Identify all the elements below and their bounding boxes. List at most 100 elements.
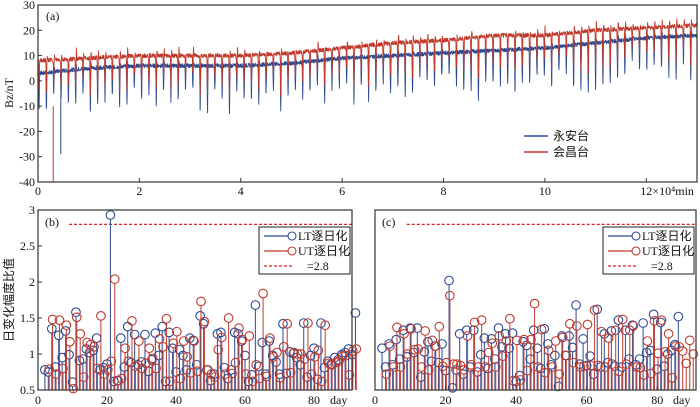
- panel-c-marker-ut: [607, 359, 617, 369]
- panel-b-marker-lt: [46, 323, 57, 334]
- panel-c-marker-ut: [603, 333, 614, 344]
- panel-c-marker-ut: [466, 359, 476, 370]
- panel-a-y-tick-label: -40: [19, 175, 35, 189]
- panel-b-marker-ut: [341, 350, 351, 361]
- panel-b-marker-ut: [223, 313, 234, 323]
- panel-c-marker-lt: [398, 325, 409, 336]
- panel-a-y-ticks: -40 -30 -20 -10 0 10 20 30: [19, 0, 42, 189]
- panel-c-marker-lt: [638, 318, 648, 328]
- panel-b-x-ticks: 0 20 40 60 80: [35, 386, 320, 407]
- panel-b-marker-lt: [105, 210, 116, 220]
- panel-c-marker-ut: [434, 321, 445, 332]
- panel-c-marker-lt: [405, 323, 416, 333]
- panel-c-marker-ut: [430, 341, 441, 351]
- panel-b-marker-lt: [150, 328, 161, 338]
- panel-b-legend-marker: [287, 246, 297, 256]
- panel-b-marker-ut: [299, 354, 310, 364]
- panel-c-x-axis-title: day: [673, 393, 690, 407]
- panel-c-marker-ut: [660, 346, 670, 357]
- panel-c-marker-ut: [639, 370, 649, 380]
- panel-b-marker-ut: [68, 383, 79, 394]
- panel-c-marker-ut: [409, 344, 420, 355]
- panel-b-legend-marker: [287, 231, 297, 241]
- panel-b-marker-ut: [51, 369, 61, 380]
- legend-label-yongan: 永安台: [553, 128, 589, 143]
- panel-c-legend-label: LT逐日化: [642, 229, 692, 243]
- panel-c-marker-ut: [596, 326, 607, 337]
- panel-b-marker-ut: [71, 312, 82, 323]
- panel-b-x-tick-label: 0: [35, 393, 41, 407]
- panel-b-marker-ut: [206, 369, 217, 380]
- panel-b-marker-ut: [244, 331, 255, 341]
- panel-c-marker-ut: [593, 360, 603, 371]
- panel-c-marker-ut: [564, 318, 575, 329]
- panel-c-marker-ut: [395, 362, 406, 372]
- panel-a: 0 2 4 6 8 10 12×10⁴min -40 -30 -20 -10 0 10 20 30 (a)…: [2, 0, 698, 198]
- panel-b-marker-ut: [230, 357, 241, 368]
- panel-c-marker-ut: [381, 369, 392, 380]
- panel-c-marker-ut: [437, 361, 448, 372]
- panel-c-x-tick-label: 20: [440, 393, 452, 407]
- panel-b-marker-ut: [44, 364, 55, 374]
- panel-b-marker-ut: [47, 314, 58, 325]
- panel-b-legend-label: =2.8: [307, 259, 329, 273]
- panel-a-x-tick-label: 6: [339, 184, 345, 198]
- panel-a-frame: [37, 4, 698, 183]
- panel-b-marker-ut: [89, 341, 99, 352]
- panel-b-marker-lt: [257, 337, 268, 348]
- panel-a-x-ticks: 0 2 4 6 8 10 12×10⁴min: [35, 178, 694, 198]
- panel-b-marker-lt: [271, 357, 281, 367]
- panel-c-marker-ut: [508, 375, 519, 386]
- panel-c-marker-ut: [473, 362, 483, 372]
- panel-c-marker-lt: [468, 325, 479, 336]
- panel-c-marker-lt: [437, 339, 447, 349]
- panel-b-y-tick-label: 3: [29, 203, 35, 217]
- panel-c-marker-ut: [462, 331, 473, 341]
- panel-b-marker-lt: [122, 321, 133, 332]
- panel-b-marker-ut: [182, 352, 193, 362]
- panel-c-marker-ut: [385, 341, 395, 351]
- panel-c-marker-ut: [413, 344, 423, 354]
- panel-c-marker-ut: [667, 372, 677, 383]
- panel-c-marker-ut: [688, 349, 699, 359]
- panel-c-marker-ut: [533, 362, 543, 372]
- panel-c-marker-lt: [578, 334, 588, 344]
- panel-b-marker-ut: [96, 310, 106, 321]
- panel-b-x-axis-title: day: [330, 393, 347, 407]
- panel-b-marker-ut: [185, 367, 196, 378]
- panel-a-y-tick-label: -20: [19, 124, 35, 138]
- panel-c-marker-ut: [582, 319, 593, 330]
- panel-c-marker-ut: [483, 347, 494, 358]
- panel-b-marker-ut: [216, 332, 227, 343]
- panel-b-marker-ut: [144, 343, 155, 354]
- panel-c-marker-ut: [543, 345, 554, 356]
- panel-c-marker-lt: [528, 325, 539, 336]
- panel-a-x-tick-label: 2: [136, 184, 142, 198]
- panel-b-y-tick-label: 0.5: [20, 383, 35, 397]
- panel-c-marker-ut: [589, 305, 600, 315]
- panel-b-marker-ut: [151, 363, 161, 374]
- panel-a-y-tick-label: 10: [23, 49, 35, 63]
- panel-c-marker-ut: [649, 316, 660, 326]
- panel-b-frame: [37, 209, 353, 391]
- panel-b-marker-ut: [134, 336, 144, 346]
- panel-c-marker-ut: [515, 375, 526, 385]
- panel-b-y-tick-label: 2.5: [20, 239, 35, 253]
- panel-c-legend-label: UT逐日化: [642, 244, 694, 258]
- panel-c-marker-ut: [504, 313, 515, 324]
- panel-a-y-tick-label: 0: [29, 74, 35, 88]
- panel-b-marker-ut: [240, 369, 251, 380]
- panel-a-label: (a): [46, 9, 59, 23]
- panel-b-marker-ut: [344, 370, 355, 380]
- panel-c-marker-ut: [441, 357, 452, 368]
- panel-a-y-tick-label: 30: [23, 0, 35, 12]
- panel-c-marker-lt: [662, 349, 673, 359]
- panel-c-marker-ut: [568, 357, 579, 368]
- panel-c-marker-lt: [550, 350, 560, 361]
- panel-b-marker-ut: [140, 358, 151, 369]
- panel-b-marker-lt: [53, 330, 64, 341]
- panel-b-marker-lt: [278, 318, 288, 329]
